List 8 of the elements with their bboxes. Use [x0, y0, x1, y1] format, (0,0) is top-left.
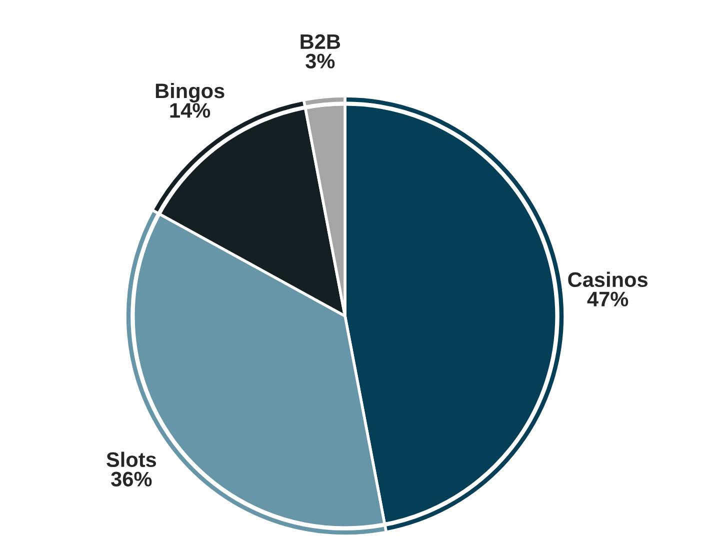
data-label: 47% [587, 292, 628, 306]
slice-label: Bingos [156, 82, 224, 102]
slice-label: Casinos [568, 272, 648, 288]
data-label: 14% [170, 103, 210, 118]
slice-label: Slots [106, 452, 156, 468]
slice-label: B2B [300, 34, 340, 49]
data-label: 3% [306, 54, 335, 69]
data-label: 36% [111, 472, 152, 487]
